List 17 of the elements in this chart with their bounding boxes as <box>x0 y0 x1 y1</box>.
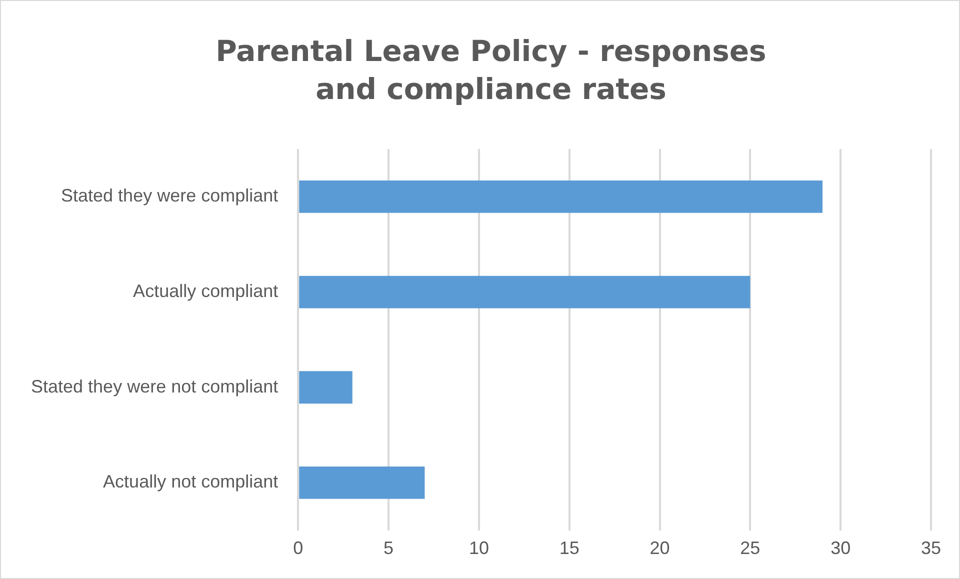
y-tick-label: Stated they were compliant <box>61 186 278 206</box>
bar <box>299 180 823 213</box>
y-tick-label: Stated they were not compliant <box>31 376 278 396</box>
bar <box>299 466 425 499</box>
x-tick-label: 20 <box>650 538 670 558</box>
y-tick-label: Actually compliant <box>133 280 278 301</box>
x-tick-label: 35 <box>920 538 942 558</box>
bar <box>299 371 352 404</box>
x-tick-label: 10 <box>468 538 489 558</box>
chart-title: Parental Leave Policy - responses and compliance rates <box>214 33 768 108</box>
x-tick-label: 25 <box>740 538 760 558</box>
x-tick-label: 15 <box>559 538 580 558</box>
x-tick-label: 30 <box>830 538 851 558</box>
x-tick-label: 0 <box>293 538 304 558</box>
bar <box>299 276 750 308</box>
x-tick-label: 5 <box>384 538 394 558</box>
y-tick-label: Actually not compliant <box>103 472 278 492</box>
